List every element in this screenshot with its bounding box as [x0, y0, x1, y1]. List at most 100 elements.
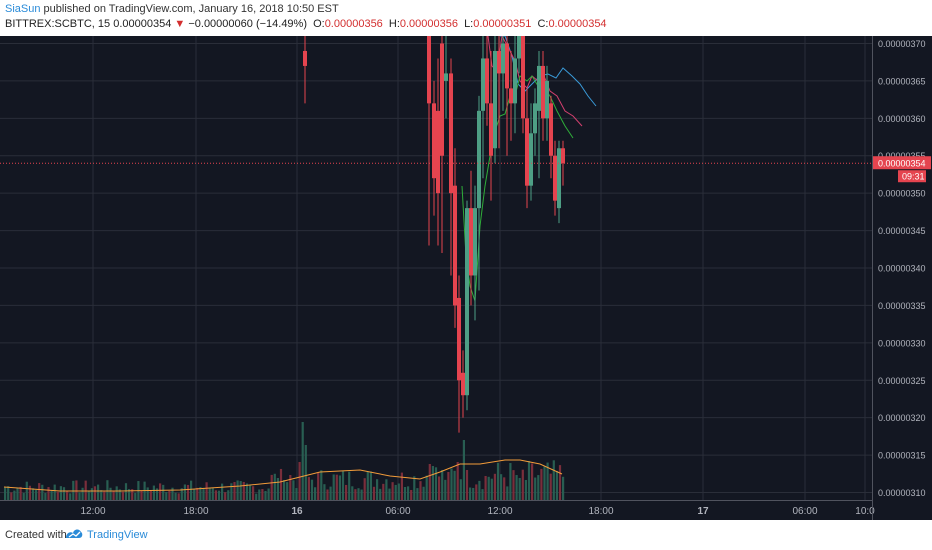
volume-bar: [394, 484, 397, 500]
volume-bar: [276, 478, 279, 500]
candle-body: [440, 43, 444, 156]
volume-bar: [416, 488, 419, 500]
volume-bar: [75, 480, 78, 500]
volume-bar: [146, 487, 149, 500]
volume-bar: [310, 479, 314, 500]
volume-bar: [242, 481, 245, 500]
volume-bar: [360, 489, 363, 500]
volume-bar: [527, 460, 531, 500]
volume-bar: [382, 483, 385, 500]
volume-bar: [410, 489, 413, 500]
tradingview-brand[interactable]: TradingView: [87, 529, 148, 541]
x-tick-label: 06:00: [385, 506, 410, 517]
volume-bar: [72, 480, 75, 500]
volume-bar: [524, 480, 527, 500]
volume-bar: [13, 490, 16, 500]
volume-bar: [124, 483, 128, 500]
volume-bar: [391, 482, 394, 500]
y-tick-label: 0.00000340: [878, 264, 926, 274]
y-tick-label: 0.00000335: [878, 301, 926, 311]
volume-bar: [168, 490, 171, 500]
volume-bar: [62, 487, 66, 500]
volume-bar: [53, 484, 56, 500]
candle-body: [509, 88, 513, 104]
low-value: 0.00000351: [473, 18, 532, 30]
volume-bar: [103, 491, 106, 500]
volume-bar: [183, 484, 186, 500]
volume-bar: [462, 440, 465, 500]
volume-bar: [264, 490, 267, 500]
volume-bar: [100, 490, 103, 500]
volume-bar: [509, 463, 512, 500]
tradingview-logo-icon: [66, 529, 83, 538]
candle-body: [541, 65, 545, 119]
candle-body: [444, 73, 448, 81]
volume-bar: [255, 493, 258, 500]
volume-bar: [348, 471, 351, 500]
volume-bar: [245, 483, 248, 500]
volume-bar: [25, 481, 28, 500]
volume-bar: [500, 474, 503, 500]
countdown-label-bg: [898, 170, 926, 183]
volume-bar: [518, 478, 521, 500]
volume-bar: [481, 489, 484, 500]
x-tick-label: 10:0: [855, 506, 875, 517]
author-link[interactable]: SiaSun: [5, 3, 41, 15]
volume-bar: [208, 487, 211, 500]
volume-bar: [171, 487, 174, 500]
candle-body: [493, 50, 497, 149]
y-tick-label: 0.00000345: [878, 226, 926, 236]
volume-bar: [521, 469, 524, 500]
volume-bar: [180, 488, 183, 500]
axes: 0.000003700.000003650.000003600.00000355…: [0, 36, 931, 520]
volume-bar: [155, 488, 159, 500]
volume-bar: [354, 489, 357, 500]
y-tick-label: 0.00000360: [878, 114, 926, 124]
volume-bar: [19, 486, 22, 500]
candle-body: [481, 58, 485, 111]
x-tick-label: 16: [291, 506, 303, 517]
volume-bar: [338, 475, 341, 500]
volume-bar: [304, 445, 307, 500]
volume-bar: [388, 488, 391, 500]
volume-bar: [493, 473, 496, 500]
volume-bar: [469, 487, 472, 500]
high-label: H:: [388, 18, 400, 30]
volume-bar: [78, 492, 81, 500]
volume-bar: [413, 476, 416, 500]
volume-bar: [286, 482, 289, 500]
volume-bar: [444, 479, 447, 500]
volume-bar: [546, 462, 549, 500]
candle-body: [525, 118, 529, 186]
candle-body: [449, 73, 453, 194]
volume-bar: [425, 475, 428, 500]
last-price-label-bg: [873, 156, 931, 170]
candle-body: [427, 36, 431, 104]
volume-bar: [345, 484, 348, 500]
volume-bar: [47, 487, 50, 500]
volume-bar: [193, 489, 196, 500]
volume-bar: [332, 474, 335, 500]
volume-bar: [320, 470, 323, 500]
candle-body: [497, 50, 501, 74]
volume-bar: [56, 491, 59, 500]
volume-bar: [211, 487, 214, 500]
countdown-label: 09:31: [902, 172, 925, 182]
y-tick-label: 0.00000325: [878, 376, 926, 386]
y-tick-label: 0.00000330: [878, 338, 926, 348]
volume-bar: [450, 468, 453, 500]
y-tick-label: 0.00000365: [878, 76, 926, 86]
volume-bar: [490, 478, 493, 500]
volume-bar: [366, 471, 369, 500]
last-price: 0.00000354: [113, 18, 172, 30]
candle-body: [553, 155, 557, 201]
volume-bar: [28, 485, 31, 500]
volume-bar: [531, 463, 534, 500]
volume-bar: [267, 488, 270, 500]
volume-bar: [351, 486, 354, 500]
volume-bar: [428, 464, 431, 500]
price-chart[interactable]: 0.000003700.000003650.000003600.00000355…: [0, 36, 932, 520]
volume-bar: [66, 491, 69, 500]
volume-bar: [496, 462, 500, 500]
symbol-label: BITTREX:SCBTC, 15: [5, 18, 111, 30]
